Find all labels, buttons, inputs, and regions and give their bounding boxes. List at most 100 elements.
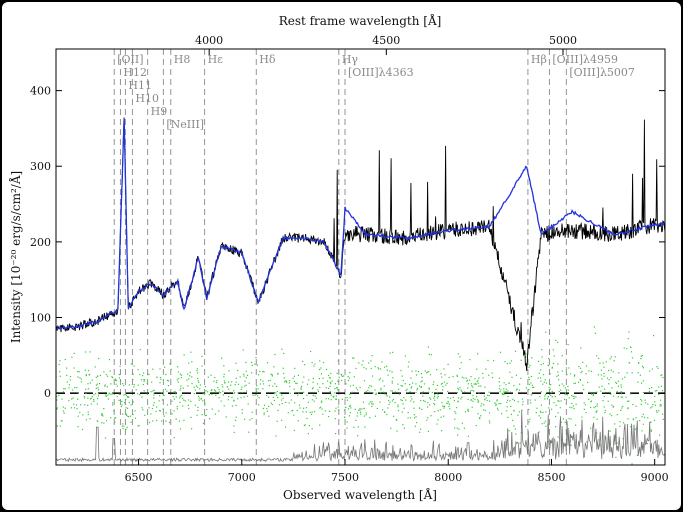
residual-point [403,427,405,429]
residual-point [544,379,546,381]
residual-point [560,389,562,391]
residual-point [167,380,170,382]
residual-point [640,355,642,357]
residual-point [334,383,336,385]
residual-point [256,385,258,387]
residual-point [573,397,575,399]
residual-point [250,361,253,363]
residual-point [287,412,289,414]
residual-point [483,395,485,397]
residual-point [635,405,637,407]
residual-point [107,394,109,396]
residual-point [488,420,490,422]
residual-point [108,393,110,395]
residual-point [551,390,553,392]
residual-point [319,360,321,362]
residual-point [590,427,592,429]
residual-point [530,402,532,404]
residual-point [442,386,444,388]
residual-point [149,421,151,424]
residual-point [182,387,184,389]
line-label: Hε [208,53,224,66]
residual-point [407,392,409,394]
residual-point [484,398,486,400]
residual-point [558,400,560,402]
residual-point [311,388,314,390]
residual-point [637,372,639,374]
residual-point [293,429,295,431]
residual-point [251,372,253,374]
residual-point [159,410,162,412]
residual-point [479,417,481,419]
residual-point [434,411,436,413]
residual-point [650,429,652,431]
residual-point [471,406,473,408]
residual-point [495,404,497,407]
residual-point [467,383,469,385]
residual-point [78,371,80,373]
residual-point [593,393,595,395]
residual-point [300,387,302,389]
residual-point [114,421,116,423]
residual-point [485,397,487,399]
residual-point [621,378,624,380]
residual-point [658,393,660,395]
residual-point [114,378,117,380]
residual-point [196,414,198,416]
residual-point [607,400,609,402]
residual-point [453,400,455,402]
residual-point [273,366,275,368]
residual-point [116,385,118,387]
residual-point [561,383,563,385]
residual-point [222,390,224,392]
residual-point [223,405,225,407]
residual-point [330,383,332,385]
residual-point [189,375,191,377]
residual-point [147,374,149,376]
residual-point [241,412,243,414]
residual-point [270,402,272,404]
residual-point [621,407,623,409]
residual-point [87,369,90,372]
residual-point [487,359,489,361]
residual-point [328,374,330,377]
residual-point [443,405,445,407]
residual-point [553,355,555,357]
residual-point [413,407,415,409]
residual-point [420,428,422,430]
residual-point [620,396,622,398]
residual-point [244,380,246,382]
residual-point [397,406,399,408]
residual-point [557,400,559,402]
residual-point [153,394,155,396]
residual-point [626,347,628,350]
residual-point [518,389,520,391]
residual-point [428,387,430,389]
residual-point [204,385,207,388]
top-tick-label: 4500 [372,34,400,47]
residual-point [205,414,207,416]
residual-point [398,393,401,395]
residual-point [555,415,557,418]
residual-point [303,376,305,378]
residual-point [351,392,353,394]
residual-point [528,366,530,368]
residual-point [60,420,62,422]
residual-point [363,415,365,417]
residual-point [622,438,624,440]
residual-point [87,413,89,416]
residual-point [403,397,405,399]
residual-point [469,390,472,392]
residual-point [457,397,460,399]
residual-point [555,339,557,341]
residual-point [285,426,287,428]
residual-point [349,412,351,414]
residual-point [283,372,285,375]
residual-point [651,387,653,389]
residual-point [329,410,331,412]
residual-point [186,379,188,381]
residual-point [485,368,487,370]
residual-point [427,371,429,373]
residual-point [107,398,109,400]
